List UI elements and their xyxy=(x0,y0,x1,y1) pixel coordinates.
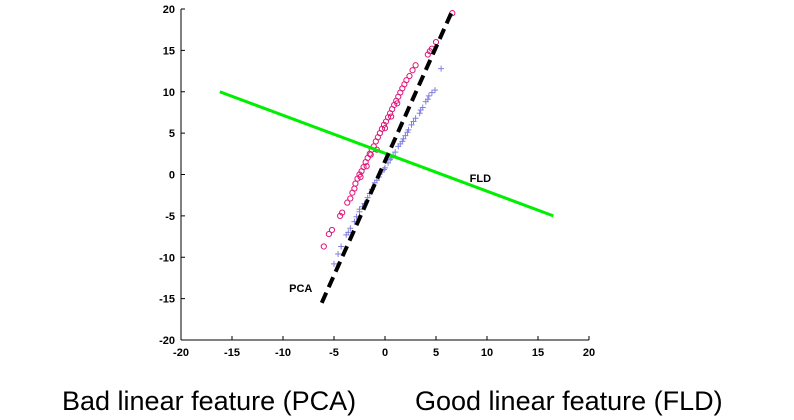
class2-point xyxy=(428,89,435,96)
y-tick-label: -15 xyxy=(159,294,175,306)
class2-point xyxy=(424,96,431,103)
class1-point xyxy=(344,199,351,206)
class1-point xyxy=(394,100,401,107)
class2-point xyxy=(408,121,415,128)
class1-point xyxy=(381,125,389,132)
class1-point xyxy=(325,230,332,238)
class2-point xyxy=(402,132,409,139)
class2-point xyxy=(392,149,399,156)
class1-point xyxy=(367,151,374,158)
class2-point xyxy=(431,87,438,94)
class1-point xyxy=(320,243,327,250)
x-tick-label: -15 xyxy=(224,347,240,359)
y-tick-label: -5 xyxy=(165,211,175,223)
y-tick-label: -20 xyxy=(159,335,175,347)
class2-point xyxy=(416,110,423,117)
class1-point xyxy=(406,72,413,80)
fld-line-label: FLD xyxy=(470,173,491,185)
class2-point xyxy=(347,225,354,232)
class2-point xyxy=(412,115,419,122)
y-tick-label: 15 xyxy=(163,45,175,57)
class1-point xyxy=(363,163,370,170)
class2-point xyxy=(356,206,363,213)
class2-point xyxy=(425,92,432,99)
class2-point xyxy=(404,129,411,136)
class2-point xyxy=(438,65,445,72)
x-tick-label: 20 xyxy=(583,347,595,359)
class1-point xyxy=(409,67,416,74)
pca-line-label: PCA xyxy=(289,283,312,295)
plot-lines: FLD PCA xyxy=(219,9,554,304)
class2-point xyxy=(387,156,394,163)
class1-point xyxy=(403,77,410,84)
y-tick-label: 10 xyxy=(163,87,175,99)
x-tick-label: -20 xyxy=(173,347,189,359)
caption-fld: Good linear feature (FLD) xyxy=(415,386,723,416)
x-tick-label: 15 xyxy=(532,347,544,359)
class1-point xyxy=(357,173,364,181)
class1-point xyxy=(328,226,336,234)
class2-point xyxy=(338,243,345,250)
class2-point xyxy=(397,140,404,147)
x-tick-label: 10 xyxy=(481,347,493,359)
class1-point xyxy=(352,180,359,187)
class2-point xyxy=(331,260,337,267)
caption-pca: Bad linear feature (PCA) xyxy=(62,386,357,416)
class2-point xyxy=(410,118,417,125)
y-tick-label: 20 xyxy=(163,4,175,16)
y-tick-label: 5 xyxy=(169,128,175,140)
y-tick-label: 0 xyxy=(169,170,175,182)
class1-point xyxy=(347,195,354,202)
class2-point xyxy=(345,229,352,236)
x-tick-label: 0 xyxy=(382,347,388,359)
plot-axes: -20 -15 -10 -5 0 5 10 15 20 -20 -15 -10 -5 0 5 10 15 20 xyxy=(159,4,595,359)
pca-projection-line xyxy=(319,9,455,304)
x-tick-label: -5 xyxy=(329,347,339,359)
class2-point xyxy=(335,250,342,257)
class1-point xyxy=(360,163,367,171)
class2-point xyxy=(417,106,424,113)
x-tick-label: 5 xyxy=(433,347,439,359)
class1-point xyxy=(339,209,346,216)
class1-point xyxy=(388,113,395,120)
scatter-plot: -20 -15 -10 -5 0 5 10 15 20 -20 -15 -10 -5 0 5 10 15 20 F… xyxy=(159,4,595,359)
x-tick-label: -10 xyxy=(275,347,291,359)
y-tick-label: -10 xyxy=(159,252,175,264)
class1-point xyxy=(412,62,419,69)
class2-point xyxy=(400,135,407,142)
